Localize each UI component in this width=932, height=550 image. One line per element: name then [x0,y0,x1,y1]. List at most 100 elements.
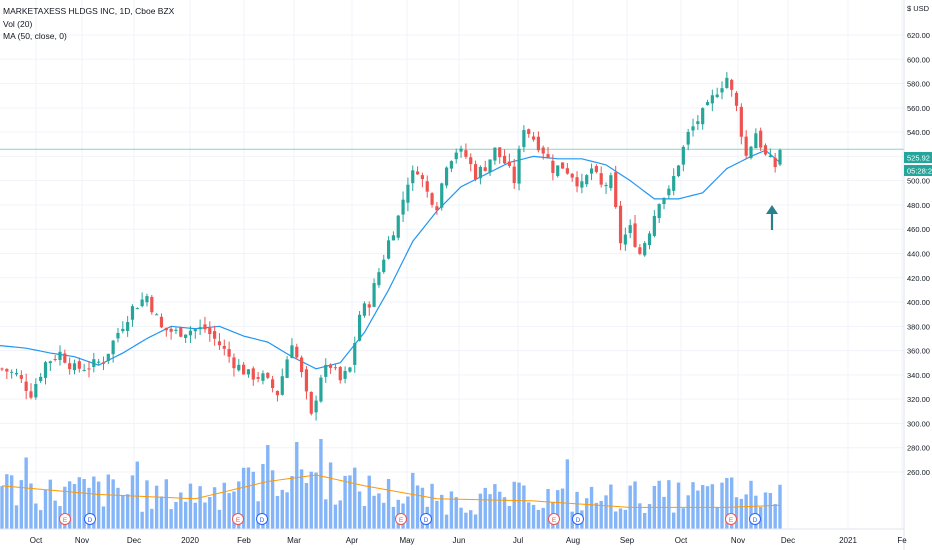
dividend-marker[interactable] [256,513,268,525]
volume-bar [754,495,758,529]
price-tick-label: 560.00 [907,104,930,113]
arrow-head [766,205,778,214]
volume-bar [778,484,782,529]
candle-body [261,373,265,381]
candle-body [227,349,231,357]
candle-body [140,299,144,307]
dividend-marker[interactable] [84,513,96,525]
volume-bar [72,484,77,529]
candle-body [135,308,139,310]
price-tick-label: 360.00 [907,347,930,356]
time-tick-label: Dec [127,536,141,545]
candle-body [290,345,294,359]
candle-body [343,370,347,379]
volume-bar [217,509,222,529]
volume-bar [565,459,570,529]
candle-body [589,168,594,174]
earnings-marker[interactable] [59,513,71,525]
volume-bar [77,477,82,529]
candle-body [188,330,193,336]
volume-bar [121,495,125,529]
candle-body [391,235,396,241]
price-tick-label: 320.00 [907,395,930,404]
volume-bar [430,483,434,529]
candle-body [710,95,714,104]
volume-bar [183,501,188,529]
candle-body [662,197,666,205]
candle-body [676,165,681,177]
candle-body [459,148,463,152]
volume-bar [261,463,265,529]
event-marker-label: D [260,517,265,524]
candle-body [546,154,550,158]
volume-bar [662,496,666,529]
volume-bar [541,507,545,529]
currency-label[interactable]: $ USD [907,4,930,13]
earnings-marker[interactable] [548,513,560,525]
candle-body [444,167,449,186]
volume-bar [333,504,338,529]
candle-body [773,157,777,168]
volume-bar [488,494,492,529]
volume-indicator-label[interactable]: Vol (20) [3,18,33,29]
price-axis[interactable]: 620.00600.00580.00560.00540.00520.00500.… [907,31,930,477]
candle-body [362,303,367,316]
volume-bar [420,487,425,529]
volume-bar [19,480,24,529]
time-axis[interactable]: Oct Nov Dec 2020 Feb Mar Apr May Jun Jul Aug Sep Oct… [30,536,907,545]
volume-bar [556,490,560,529]
candle-body [763,145,768,155]
candle-body [68,363,72,370]
dividend-marker[interactable] [572,513,584,525]
symbol-title[interactable]: MARKETAXESS HLDGS INC, 1D, Cboe BZX [3,6,175,16]
volume-bar [188,483,193,529]
candle-body [295,346,299,358]
volume-bar [560,488,565,529]
volume-bar [154,485,159,529]
volume-bar [67,481,72,529]
volume-bar [24,457,28,529]
volume-bar [63,486,67,529]
candle-body [19,375,23,379]
candle-body [58,351,62,361]
candle-body [159,316,164,328]
volume-bar [106,474,111,529]
event-marker-label: E [552,517,557,524]
candle-body [493,147,497,161]
volume-bar [159,496,164,529]
volume-bar [444,514,449,529]
volume-bar [328,462,333,529]
volume-bar [343,475,347,529]
candle-body [527,129,531,134]
candle-body [464,150,468,157]
volume-bar [14,505,19,529]
volume-bar [749,480,753,529]
volume-bar [212,487,217,529]
ma-indicator-label[interactable]: MA (50, close, 0) [3,31,67,41]
volume-bar [604,495,608,529]
candle-body [382,259,386,273]
event-marker-label: D [753,517,758,524]
volume-bar [222,482,226,529]
volume-bar [241,467,246,529]
volume-bar [280,489,284,529]
candle-body [575,177,579,187]
earnings-marker[interactable] [725,513,737,525]
volume-bar [338,500,342,529]
candle-body [348,367,352,372]
candle-body [246,369,251,375]
earnings-marker[interactable] [395,513,407,525]
price-tick-label: 400.00 [907,298,930,307]
candle-body [309,391,313,414]
chart-legend: MARKETAXESS HLDGS INC, 1D, Cboe BZX Vol … [3,5,174,43]
earnings-marker[interactable] [232,513,244,525]
candle-body [401,199,405,215]
volume-bar [198,486,202,529]
candle-body [647,233,652,246]
volume-bar [657,480,661,529]
dividend-marker[interactable] [749,513,761,525]
dividend-marker[interactable] [420,513,432,525]
volume-bar [512,481,516,529]
